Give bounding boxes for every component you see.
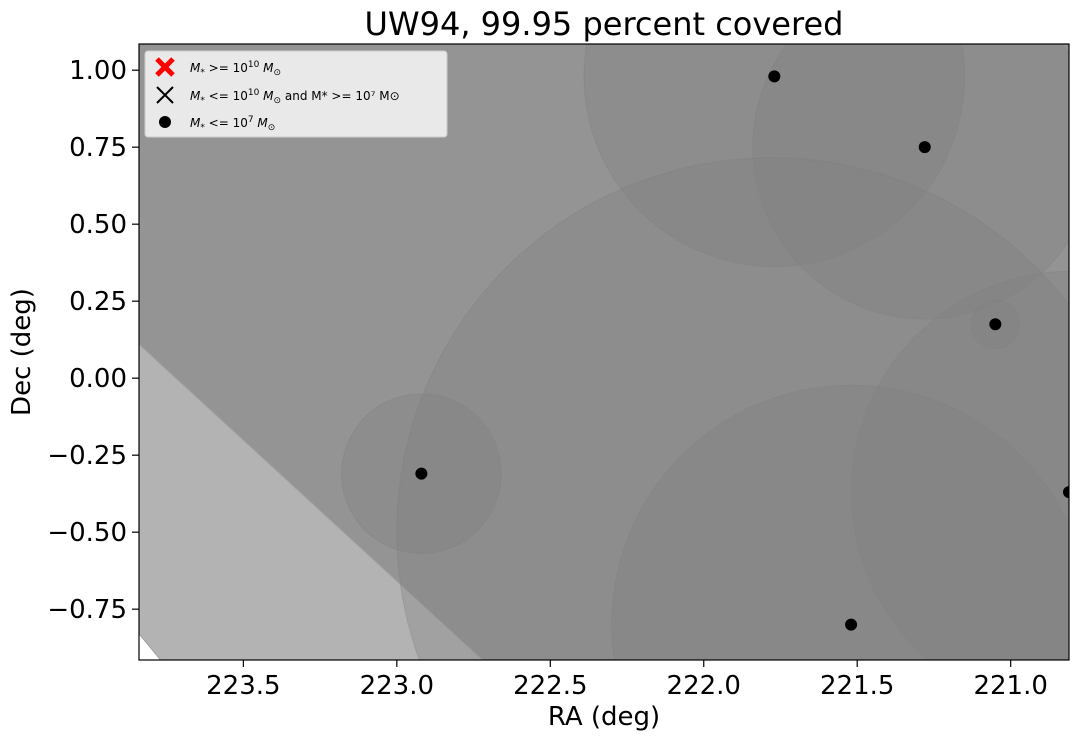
y-tick-label: 0.50 — [69, 210, 127, 240]
legend: M* >= 1010 M⊙ M* <= 1010 M⊙ and M* >= 10⁷… — [144, 50, 448, 138]
data-point — [845, 618, 858, 631]
legend-label: M* <= 107 M⊙ — [190, 115, 275, 133]
y-tick-label: 1.00 — [69, 56, 127, 86]
x-axis-label: RA (deg) — [548, 702, 660, 732]
y-tick-label: −0.25 — [47, 441, 127, 471]
legend-marker-x — [156, 86, 174, 104]
legend-box — [144, 50, 448, 138]
y-axis: 1.00 0.75 0.50 0.25 0.00 −0.25 −0.50 −0.75 — [47, 56, 139, 625]
data-point — [989, 318, 1002, 331]
x-tick-label: 222.5 — [513, 671, 587, 701]
chart-title: UW94, 99.95 percent covered — [365, 5, 844, 43]
uncovered-band — [139, 343, 484, 660]
data-point — [768, 70, 781, 83]
y-tick-label: 0.75 — [69, 133, 127, 163]
x-axis: 223.5 223.0 222.5 222.0 221.5 221.0 — [206, 660, 1048, 701]
x-tick-label: 221.0 — [973, 671, 1047, 701]
coverage-circle — [583, 44, 966, 268]
legend-label: M* <= 1010 M⊙ and M* >= 10⁷ M⊙ — [190, 88, 400, 106]
coverage-circle — [396, 157, 1069, 660]
y-axis-label: Dec (deg) — [7, 288, 37, 416]
coverage-circle — [850, 270, 1069, 660]
coverage-circle — [611, 384, 1069, 660]
plot-frame — [138, 43, 1070, 661]
x-tick-label: 223.5 — [206, 671, 280, 701]
data-point — [1063, 486, 1069, 499]
y-tick-label: −0.75 — [47, 595, 127, 625]
y-tick-label: 0.25 — [69, 287, 127, 317]
y-tick-label: −0.50 — [47, 518, 127, 548]
x-tick-label: 223.0 — [360, 671, 434, 701]
x-tick-label: 221.5 — [820, 671, 894, 701]
legend-marker-red-x — [155, 57, 175, 77]
data-point — [415, 467, 428, 480]
uncovered-corner — [139, 633, 162, 660]
coverage-circle — [752, 44, 1069, 320]
data-point — [918, 141, 931, 154]
y-tick-label: 0.00 — [69, 364, 127, 394]
legend-label: M* >= 1010 M⊙ — [190, 60, 281, 78]
plot-area — [139, 44, 1069, 660]
x-tick-label: 222.0 — [667, 671, 741, 701]
legend-marker-dot — [159, 116, 171, 128]
